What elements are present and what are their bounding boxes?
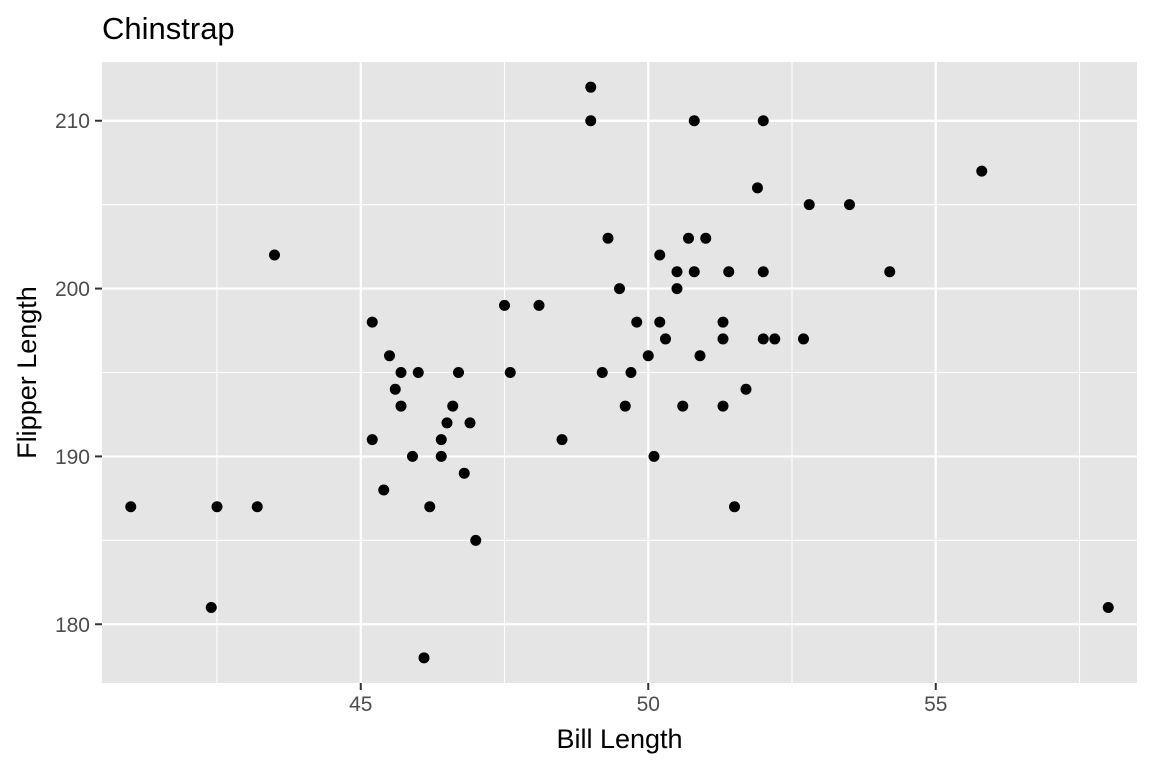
data-point <box>717 316 729 328</box>
data-point <box>447 400 459 412</box>
chart-title: Chinstrap <box>102 11 235 46</box>
data-point <box>435 450 447 462</box>
y-tick-label: 210 <box>55 110 90 133</box>
data-point <box>660 333 671 345</box>
data-point <box>602 232 614 244</box>
data-point <box>723 266 735 278</box>
data-point <box>435 434 447 446</box>
y-tick-label: 190 <box>55 446 90 469</box>
data-point <box>464 417 476 429</box>
data-point <box>441 417 453 429</box>
data-point <box>642 350 654 362</box>
data-point <box>798 333 809 345</box>
data-point <box>556 434 568 446</box>
data-point <box>125 501 137 513</box>
data-point <box>499 299 510 311</box>
data-point <box>740 383 752 395</box>
data-point <box>683 232 694 244</box>
data-point <box>757 333 769 345</box>
minor-gridlines <box>102 62 1137 683</box>
data-point <box>648 450 660 462</box>
data-point <box>269 249 280 261</box>
data-point <box>378 484 390 496</box>
data-point <box>769 333 781 345</box>
data-point <box>458 467 470 479</box>
data-point <box>205 601 217 613</box>
data-point <box>504 367 516 378</box>
x-tick-label: 45 <box>349 693 372 716</box>
data-point <box>654 316 666 328</box>
x-tick-label: 50 <box>637 693 660 716</box>
y-tick-label: 200 <box>55 278 90 301</box>
data-point <box>688 266 700 278</box>
data-point <box>803 199 815 211</box>
data-point <box>752 182 763 194</box>
data-point <box>625 367 637 378</box>
data-point <box>533 299 545 311</box>
data-point <box>757 115 769 127</box>
data-point <box>470 534 482 546</box>
data-point <box>366 434 378 446</box>
x-axis: 45 50 55 <box>349 683 947 716</box>
data-point <box>619 400 631 412</box>
data-point <box>700 232 712 244</box>
data-point <box>717 400 729 412</box>
data-point <box>384 350 395 362</box>
data-point <box>585 81 597 93</box>
data-point <box>976 165 988 177</box>
data-point <box>424 501 436 513</box>
data-point <box>585 115 597 127</box>
data-point <box>694 350 706 362</box>
data-point <box>729 501 740 513</box>
data-point <box>251 501 263 513</box>
data-point <box>389 383 401 395</box>
y-tick-label: 180 <box>55 614 90 637</box>
data-point <box>211 501 223 513</box>
major-gridlines <box>102 62 1137 683</box>
data-point <box>677 400 689 412</box>
data-point <box>844 199 855 211</box>
data-points <box>125 81 1114 664</box>
x-axis-title: Bill Length <box>556 724 682 754</box>
data-point <box>395 367 407 378</box>
data-point <box>418 652 430 664</box>
x-tick-label: 55 <box>924 693 947 716</box>
data-point <box>688 115 700 127</box>
data-point <box>884 266 896 278</box>
data-point <box>453 367 464 378</box>
data-point <box>654 249 666 261</box>
data-point <box>717 333 729 345</box>
data-point <box>596 367 608 378</box>
data-point <box>412 367 424 378</box>
data-point <box>614 283 625 295</box>
data-point <box>1102 601 1114 613</box>
y-axis-title: Flipper Length <box>12 286 42 459</box>
data-point <box>671 283 683 295</box>
data-point <box>757 266 769 278</box>
data-point <box>631 316 643 328</box>
data-point <box>395 400 407 412</box>
data-point <box>407 450 418 462</box>
data-point <box>366 316 378 328</box>
data-point <box>671 266 683 278</box>
y-axis: 180 190 200 210 <box>55 110 102 637</box>
